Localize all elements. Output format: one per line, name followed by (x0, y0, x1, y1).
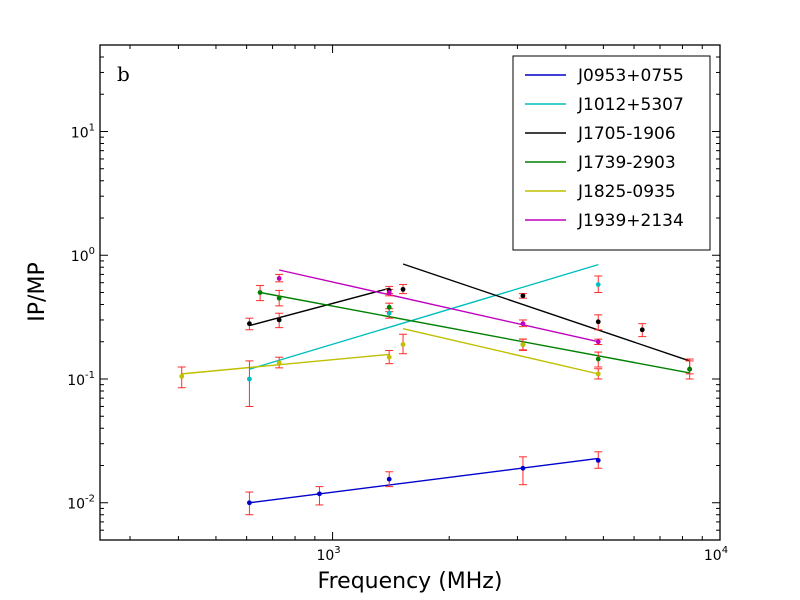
point-j1825-0935 (276, 360, 282, 366)
point-j0953-0755 (595, 457, 601, 463)
fit-line-j1705-1906 (249, 287, 390, 327)
point-j1705-1906 (247, 321, 252, 327)
error-bar-j1012-5307 (245, 360, 254, 407)
legend-label-j0953-0755: J0953+0755 (577, 66, 684, 86)
point-j1739-2903 (386, 304, 392, 310)
fit-line-j1939-2134 (279, 269, 599, 343)
y-tick-label: 101 (71, 122, 95, 141)
legend-label-j1012-5307: J1012+5307 (577, 95, 684, 115)
point-j1705-1906 (520, 293, 526, 299)
legend-label-j1739-2903: J1739-2903 (577, 153, 676, 173)
fit-line-j1012-5307 (249, 263, 599, 370)
legend-label-j1705-1906: J1705-1906 (577, 124, 676, 144)
point-j1939-2134 (520, 321, 526, 327)
point-j1012-5307 (595, 282, 601, 287)
x-axis-label: Frequency (MHz) (318, 569, 503, 594)
fit-line-j1705-1906 (402, 263, 690, 362)
point-j1705-1906 (400, 286, 406, 292)
fit-line-j1825-0935 (181, 353, 390, 375)
point-j0953-0755 (520, 465, 526, 471)
point-j0953-0755 (247, 500, 252, 506)
point-j1739-2903 (276, 295, 282, 301)
point-j1012-5307 (386, 310, 392, 316)
fit-lines (181, 263, 690, 504)
legend-box (512, 55, 711, 251)
point-j1012-5307 (247, 376, 252, 382)
fit-line-j0953-0755 (249, 457, 599, 504)
data-points (179, 275, 693, 506)
point-j1939-2134 (386, 290, 392, 295)
x-tick-label: 103 (316, 545, 340, 564)
x-tick-label: 104 (704, 545, 728, 564)
fit-line-j1825-0935 (402, 328, 599, 375)
legend-label-j1825-0935: J1825-0935 (577, 182, 676, 202)
legend: J0953+0755 J1012+5307 J1705-1906 J1739-2903… (512, 55, 711, 251)
point-j1825-0935 (386, 354, 392, 360)
legend-label-j1939-2134: J1939+2134 (577, 211, 684, 231)
point-j1939-2134 (276, 275, 282, 281)
point-j1705-1906 (595, 319, 601, 325)
y-axis-label: IP/MP (25, 262, 50, 321)
point-j1825-0935 (400, 342, 406, 347)
point-j0953-0755 (317, 491, 322, 497)
point-j1739-2903 (595, 356, 601, 362)
point-j0953-0755 (386, 476, 392, 482)
fit-line-j1739-2903 (259, 291, 690, 374)
plot-frame (99, 44, 721, 541)
point-j1739-2903 (257, 290, 263, 295)
point-j1825-0935 (595, 371, 601, 377)
panel-label: b (117, 62, 130, 86)
point-j1705-1906 (639, 327, 645, 333)
tick-labels: 103 104 10-2 10-1 100 101 (67, 122, 728, 564)
point-j1705-1906 (276, 317, 282, 323)
y-tick-label: 100 (71, 246, 95, 265)
y-tick-label: 10-2 (67, 494, 95, 513)
point-j1939-2134 (595, 339, 601, 345)
y-tick-label: 10-1 (67, 370, 95, 389)
point-j1739-2903 (687, 366, 693, 372)
point-j1825-0935 (179, 373, 185, 379)
point-j1825-0935 (520, 342, 526, 347)
error-bar-j0953-0755 (518, 456, 527, 486)
